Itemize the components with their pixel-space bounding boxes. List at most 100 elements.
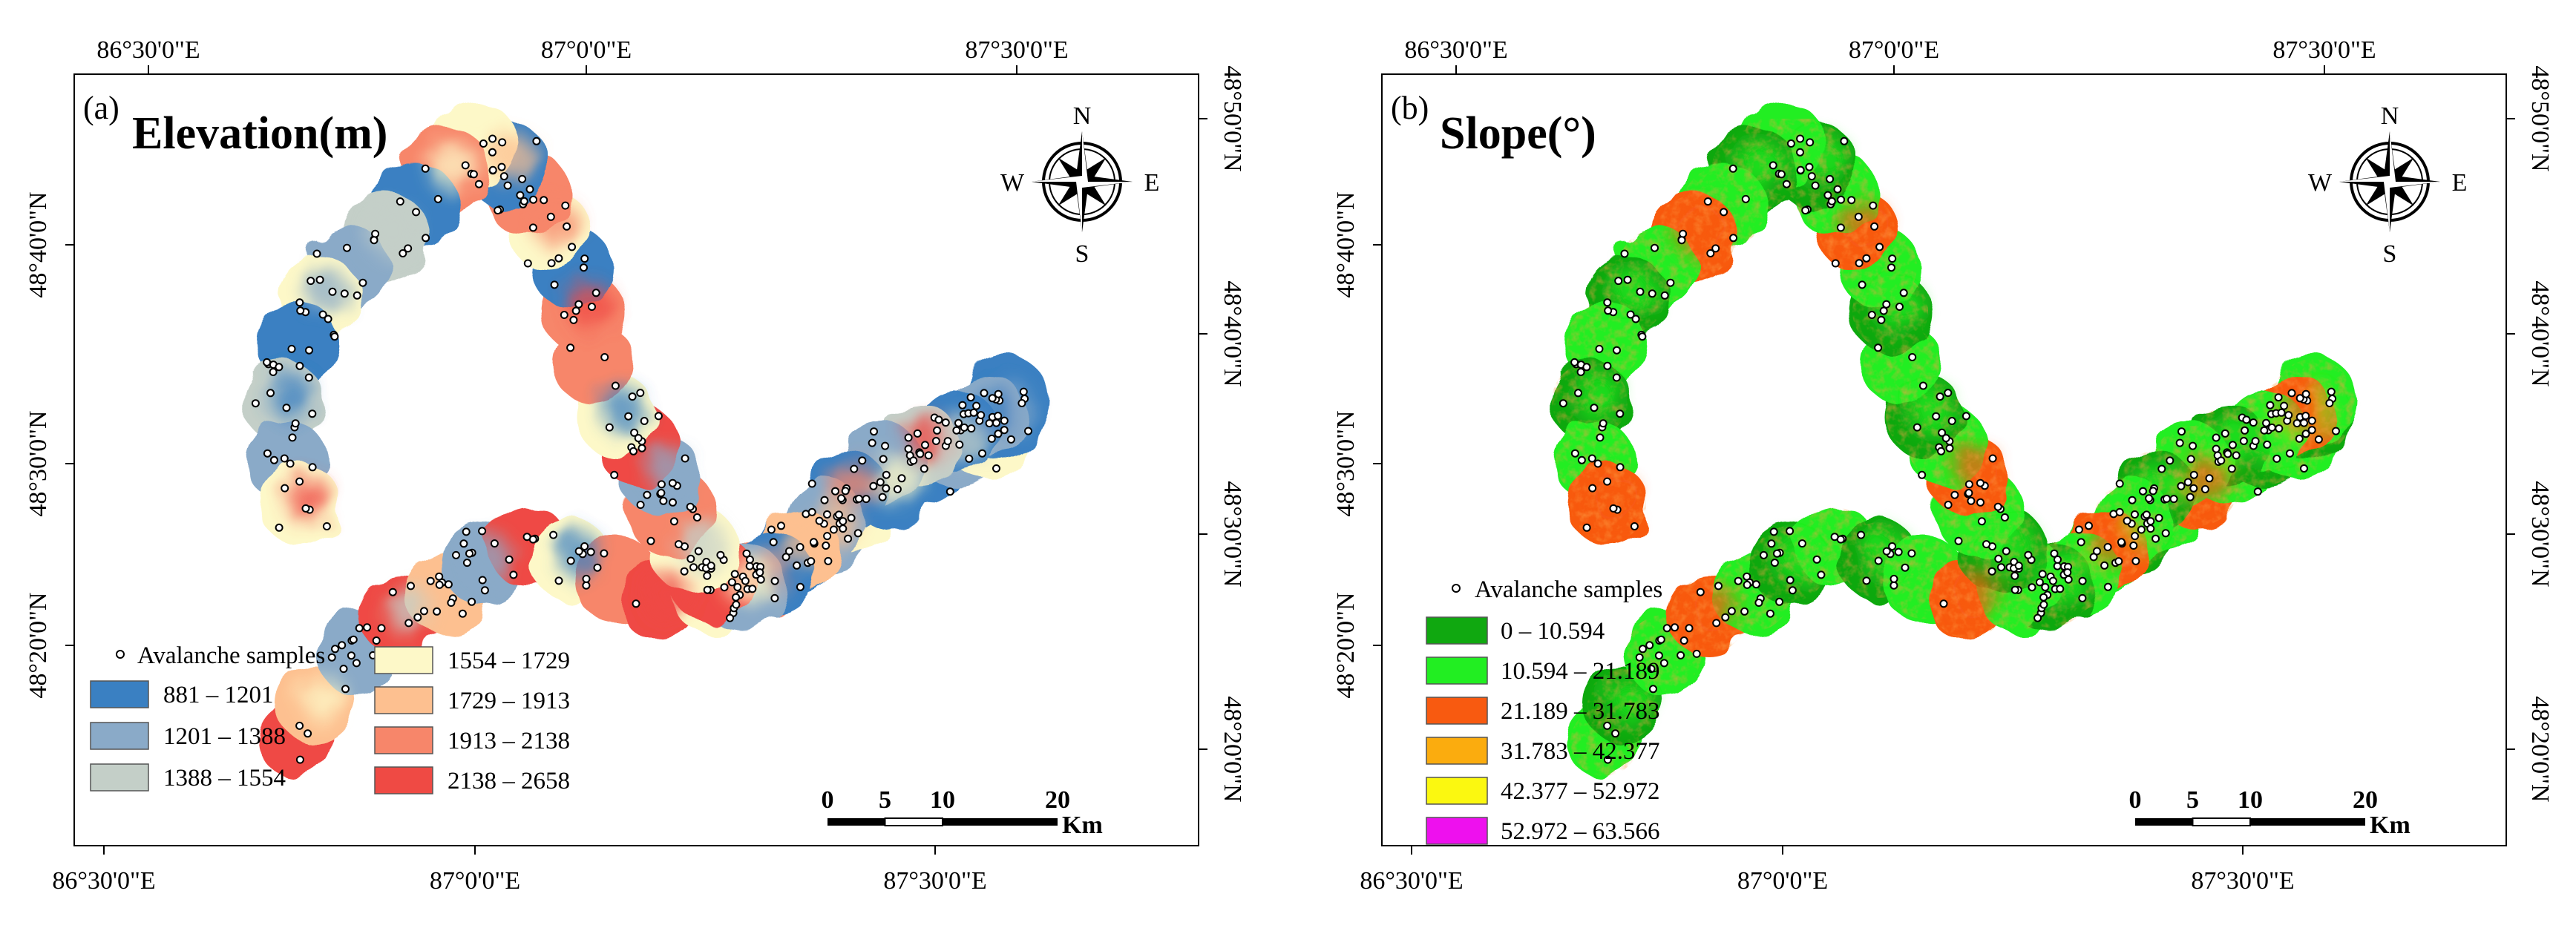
avalanche-sample-point xyxy=(686,502,695,511)
legend-class-label: 1201 – 1388 xyxy=(163,723,286,750)
avalanche-sample-point xyxy=(305,346,313,355)
legend-class-label: 1913 – 2138 xyxy=(448,728,570,754)
avalanche-sample-point xyxy=(1899,289,1908,297)
avalanche-sample-point xyxy=(868,438,876,447)
avalanche-sample-point xyxy=(2146,524,2155,533)
avalanche-sample-point xyxy=(2253,487,2262,496)
avalanche-sample-point xyxy=(2189,470,2198,479)
avalanche-sample-point xyxy=(1703,197,1712,206)
avalanche-sample-point xyxy=(1811,181,1820,190)
avalanche-sample-point xyxy=(2114,557,2123,566)
avalanche-sample-point xyxy=(550,280,559,289)
avalanche-sample-point xyxy=(1888,254,1897,263)
avalanche-sample-point xyxy=(1854,212,1863,221)
avalanche-sample-point xyxy=(943,437,952,446)
avalanche-sample-point xyxy=(413,613,422,622)
avalanche-sample-point xyxy=(1711,244,1720,253)
avalanche-sample-point xyxy=(1706,249,1715,257)
avalanche-sample-point xyxy=(1656,635,1665,644)
avalanche-sample-point xyxy=(308,463,317,472)
compass-east: E xyxy=(2452,169,2468,197)
avalanche-sample-point xyxy=(1743,580,1751,589)
avalanche-sample-point xyxy=(839,517,848,526)
avalanche-sample-point xyxy=(503,181,512,190)
avalanche-sample-point xyxy=(1882,300,1891,309)
avalanche-sample-point xyxy=(275,523,284,532)
avalanche-sample-point xyxy=(703,585,712,594)
avalanche-sample-point xyxy=(1559,399,1567,408)
avalanche-sample-point xyxy=(269,455,278,464)
avalanche-sample-point xyxy=(1945,444,1954,453)
avalanche-sample-point xyxy=(347,651,355,660)
avalanche-sample-point xyxy=(2131,556,2140,565)
avalanche-sample-point xyxy=(1962,412,1970,421)
avalanche-sample-point xyxy=(1874,343,1883,352)
avalanche-sample-point xyxy=(897,474,906,483)
compass-south: S xyxy=(2383,240,2397,268)
avalanche-sample-point xyxy=(850,464,859,473)
avalanche-sample-point xyxy=(2129,542,2138,550)
avalanche-sample-point xyxy=(540,196,548,205)
avalanche-sample-point xyxy=(447,599,456,607)
avalanche-sample-point xyxy=(992,464,1000,473)
avalanche-sample-point xyxy=(1938,428,1947,437)
avalanche-sample-point xyxy=(1797,539,1806,548)
avalanche-sample-point xyxy=(669,517,678,526)
avalanche-sample-point xyxy=(2056,585,2065,593)
avalanche-sample-point xyxy=(1720,208,1728,217)
avalanche-sample-point xyxy=(459,539,468,548)
scale-bar-tick-label: 20 xyxy=(2353,786,2378,814)
compass-star-highlight-icon xyxy=(2390,182,2440,188)
avalanche-sample-point xyxy=(636,501,645,509)
avalanche-sample-point xyxy=(1576,368,1585,376)
avalanche-sample-point xyxy=(353,291,361,300)
avalanche-sample-point xyxy=(654,412,663,421)
legend-swatch xyxy=(1426,777,1488,805)
compass-north: N xyxy=(2381,102,2399,130)
avalanche-sample-point xyxy=(2300,418,2308,427)
avalanche-sample-point xyxy=(1840,136,1849,145)
avalanche-sample-point xyxy=(263,449,272,458)
avalanche-sample-point xyxy=(2212,433,2221,442)
avalanche-sample-point xyxy=(295,361,304,370)
avalanche-sample-point xyxy=(2115,479,2124,488)
avalanche-sample-point xyxy=(2131,510,2139,519)
avalanche-sample-point xyxy=(1019,387,1028,396)
avalanche-sample-point xyxy=(1836,223,1845,232)
avalanche-sample-point xyxy=(461,161,470,170)
avalanche-sample-point xyxy=(707,562,715,570)
avalanche-sample-point xyxy=(1773,549,1781,558)
terrain-blend-patch xyxy=(645,446,691,492)
avalanche-sample-point xyxy=(920,464,928,473)
avalanche-sample-point xyxy=(2223,450,2232,458)
avalanche-sample-point xyxy=(1964,480,1973,489)
avalanche-sample-point xyxy=(1570,449,1579,458)
avalanche-sample-point xyxy=(2014,562,2023,570)
avalanche-sample-point xyxy=(2117,538,2126,547)
avalanche-sample-point xyxy=(1894,547,1903,556)
avalanche-sample-point xyxy=(295,721,304,730)
avalanche-sample-point xyxy=(421,164,430,173)
avalanche-sample-point xyxy=(546,212,555,221)
avalanche-sample-point xyxy=(844,534,853,543)
avalanche-sample-point xyxy=(554,576,563,585)
scale-bar-unit: Km xyxy=(1062,812,1103,839)
avalanche-sample-point xyxy=(966,393,975,402)
lat-label-right: 48°20'0"N xyxy=(2526,696,2554,802)
avalanche-sample-point xyxy=(994,430,1003,438)
avalanche-sample-point xyxy=(1623,275,1632,284)
avalanche-sample-point xyxy=(745,562,754,570)
avalanche-sample-point xyxy=(563,222,571,231)
avalanche-sample-point xyxy=(985,419,994,428)
avalanche-sample-point xyxy=(1666,278,1675,287)
avalanche-sample-point xyxy=(748,585,757,593)
avalanche-sample-point xyxy=(681,454,689,463)
avalanche-sample-point xyxy=(1976,498,1985,507)
avalanche-sample-point xyxy=(862,495,871,504)
terrain-blend-patch xyxy=(428,140,477,189)
lat-label-left: 48°30'0"N xyxy=(24,410,52,516)
avalanche-sample-point xyxy=(921,441,929,450)
avalanche-sample-point xyxy=(955,440,964,449)
avalanche-sample-point xyxy=(904,433,913,442)
